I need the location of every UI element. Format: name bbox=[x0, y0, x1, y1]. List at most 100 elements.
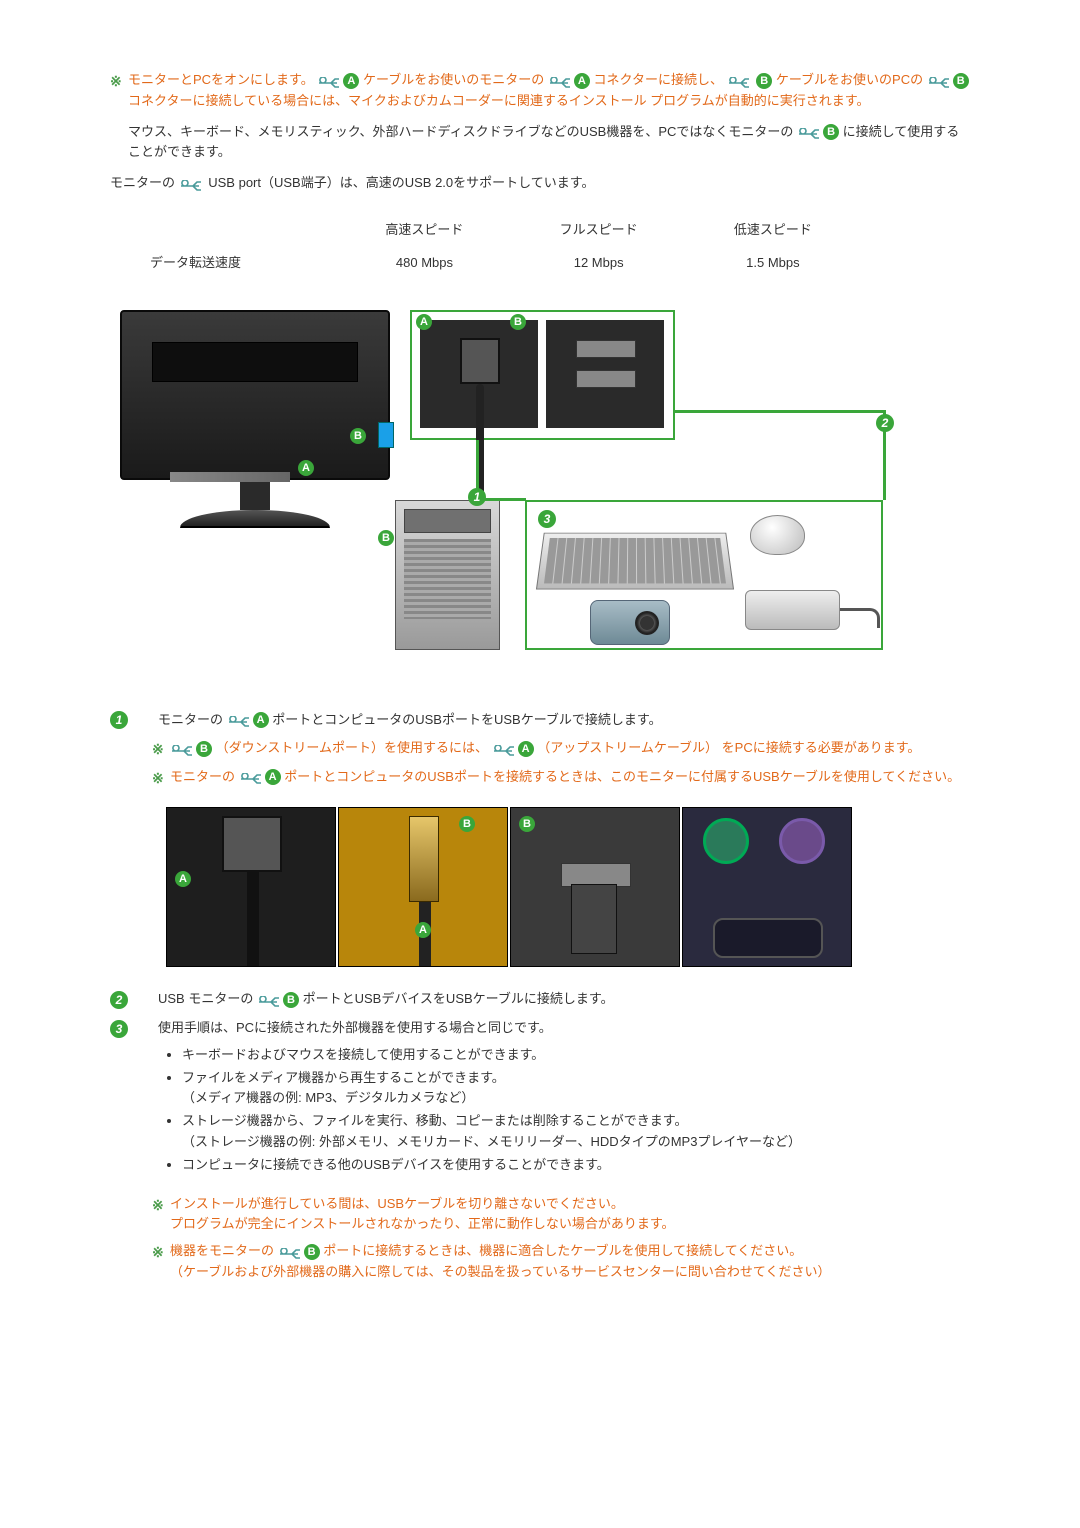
footer-note-1: ※ インストールが進行している間は、USBケーブルを切り離さないでください。 プ… bbox=[152, 1194, 970, 1236]
note-mark-icon: ※ bbox=[152, 1194, 170, 1236]
table-row: 高速スピード フルスピード 低速スピード bbox=[140, 214, 860, 247]
usb-icon bbox=[239, 771, 265, 783]
txt: ファイルをメディア機器から再生することができます。 bbox=[182, 1070, 505, 1085]
intro-note-1: ※ モニターとPCをオンにします。 A ケーブルをお使いのモニターの A コネク… bbox=[110, 70, 970, 163]
num-3-icon: 3 bbox=[110, 1020, 128, 1038]
usb-icon bbox=[170, 743, 196, 755]
txt: コネクターに接続している場合には、マイクおよびカムコーダーに関連するインストール… bbox=[128, 93, 870, 108]
usb-upstream-detail bbox=[420, 320, 538, 428]
usb-downstream-detail bbox=[546, 320, 664, 428]
txt: ポートに接続するときは、機器に適合したケーブルを使用して接続してください。 bbox=[323, 1243, 802, 1258]
txt: モニターの bbox=[170, 769, 239, 784]
td: データ転送速度 bbox=[140, 247, 337, 280]
photo-strip: A B A B bbox=[166, 807, 970, 967]
txt: ストレージ機器から、ファイルを実行、移動、コピーまたは削除することができます。 bbox=[182, 1113, 687, 1128]
txt: モニターとPCをオンにします。 bbox=[128, 72, 317, 87]
txt: （アップストリームケーブル） をPCに接続する必要があります。 bbox=[537, 740, 920, 755]
th: 高速スピード bbox=[337, 214, 511, 247]
txt: （ストレージ機器の例: 外部メモリ、メモリカード、メモリリーダー、HDDタイプの… bbox=[182, 1134, 801, 1149]
badge-b-icon: B bbox=[378, 530, 394, 546]
txt: インストールが進行している間は、USBケーブルを切り離さないでください。 bbox=[170, 1194, 970, 1215]
th: フルスピード bbox=[512, 214, 686, 247]
monitor-illustration: B A bbox=[120, 310, 390, 535]
badge-b-icon: B bbox=[519, 816, 535, 832]
txt: （メディア機器の例: MP3、デジタルカメラなど） bbox=[182, 1090, 474, 1105]
txt: ケーブルをお使いのモニターの bbox=[363, 72, 548, 87]
badge-b-icon: B bbox=[196, 741, 212, 757]
list-item: コンピュータに接続できる他のUSBデバイスを使用することができます。 bbox=[182, 1155, 970, 1176]
badge-b-icon: B bbox=[283, 992, 299, 1008]
note-mark-icon: ※ bbox=[152, 1241, 170, 1283]
photo-2: B A bbox=[338, 807, 508, 967]
usb-icon bbox=[317, 75, 343, 87]
step-3: 3 使用手順は、PCに接続された外部機器を使用する場合と同じです。 キーボードお… bbox=[110, 1018, 970, 1186]
footer-note-2: ※ 機器をモニターの B ポートに接続するときは、機器に適合したケーブルを使用し… bbox=[152, 1241, 970, 1283]
note-mark-icon: ※ bbox=[152, 738, 170, 760]
step-3-bullet-list: キーボードおよびマウスを接続して使用することができます。 ファイルをメディア機器… bbox=[182, 1045, 970, 1176]
txt: モニターの bbox=[110, 175, 179, 190]
num-2-icon: 2 bbox=[876, 414, 894, 432]
td: 480 Mbps bbox=[337, 247, 511, 280]
usb-icon bbox=[797, 126, 823, 138]
badge-a-icon: A bbox=[265, 769, 281, 785]
table-row: データ転送速度 480 Mbps 12 Mbps 1.5 Mbps bbox=[140, 247, 860, 280]
badge-b-icon: B bbox=[510, 314, 526, 330]
badge-a-icon: A bbox=[574, 73, 590, 89]
cable-illustration bbox=[840, 608, 880, 628]
txt: （ダウンストリームポート）を使用するには、 bbox=[216, 740, 492, 755]
badge-b-icon: B bbox=[304, 1244, 320, 1260]
badge-a-icon: A bbox=[343, 73, 359, 89]
txt: プログラムが完全にインストールされなかったり、正常に動作しない場合があります。 bbox=[170, 1214, 970, 1235]
note-mark-icon: ※ bbox=[152, 767, 170, 789]
diagram-line bbox=[675, 410, 885, 413]
usb-icon bbox=[278, 1246, 304, 1258]
usb-icon bbox=[227, 714, 253, 726]
mouse-illustration bbox=[750, 515, 805, 555]
txt: （ケーブルおよび外部機器の購入に際しては、その製品を扱っているサービスセンターに… bbox=[170, 1264, 831, 1279]
usb-icon bbox=[179, 178, 205, 190]
txt: ポートとコンピュータのUSBポートを接続するときは、このモニターに付属するUSB… bbox=[284, 769, 960, 784]
list-item: キーボードおよびマウスを接続して使用することができます。 bbox=[182, 1045, 970, 1066]
txt: ポートとUSBデバイスをUSBケーブルに接続します。 bbox=[303, 991, 614, 1006]
pc-tower-illustration bbox=[395, 500, 500, 650]
connection-diagram: B A A B B 1 2 3 bbox=[120, 310, 890, 650]
badge-b-icon: B bbox=[823, 124, 839, 140]
camera-illustration bbox=[590, 600, 670, 645]
usb-icon bbox=[548, 75, 574, 87]
txt: USB モニターの bbox=[158, 991, 253, 1006]
th: 低速スピード bbox=[686, 214, 860, 247]
num-2-icon: 2 bbox=[110, 991, 128, 1009]
step-1-subnote-1: ※ B （ダウンストリームポート）を使用するには、 A （アップストリームケーブ… bbox=[152, 738, 970, 760]
badge-a-icon: A bbox=[416, 314, 432, 330]
badge-a-icon: A bbox=[175, 871, 191, 887]
usb-hub-illustration bbox=[745, 590, 840, 630]
th bbox=[140, 214, 337, 247]
photo-3: B bbox=[510, 807, 680, 967]
badge-b-icon: B bbox=[350, 428, 366, 444]
list-item: ストレージ機器から、ファイルを実行、移動、コピーまたは削除することができます。 （… bbox=[182, 1111, 970, 1153]
photo-1: A bbox=[166, 807, 336, 967]
badge-b-icon: B bbox=[756, 73, 772, 89]
badge-a-icon: A bbox=[298, 460, 314, 476]
txt: USB port（USB端子）は、高速のUSB 2.0をサポートしています。 bbox=[208, 175, 594, 190]
badge-a-icon: A bbox=[518, 741, 534, 757]
usb-icon bbox=[492, 743, 518, 755]
badge-b-icon: B bbox=[953, 73, 969, 89]
photo-4 bbox=[682, 807, 852, 967]
td: 12 Mbps bbox=[512, 247, 686, 280]
usb-speed-table: 高速スピード フルスピード 低速スピード データ転送速度 480 Mbps 12… bbox=[140, 214, 860, 280]
txt: コネクターに接続し、 bbox=[593, 72, 726, 87]
usb-icon bbox=[257, 994, 283, 1006]
step-2: 2 USB モニターの B ポートとUSBデバイスをUSBケーブルに接続します。 bbox=[110, 989, 970, 1010]
usb-icon bbox=[927, 75, 953, 87]
intro-line-3: モニターの USB port（USB端子）は、高速のUSB 2.0をサポートして… bbox=[110, 173, 970, 194]
step-1-subnote-2: ※ モニターの A ポートとコンピュータのUSBポートを接続するときは、このモニ… bbox=[152, 767, 970, 789]
note-mark-icon: ※ bbox=[110, 70, 128, 163]
badge-a-icon: A bbox=[253, 712, 269, 728]
num-3-icon: 3 bbox=[538, 510, 556, 528]
txt: 使用手順は、PCに接続された外部機器を使用する場合と同じです。 bbox=[158, 1018, 970, 1039]
td: 1.5 Mbps bbox=[686, 247, 860, 280]
txt: モニターの bbox=[158, 712, 227, 727]
num-1-icon: 1 bbox=[468, 488, 486, 506]
intro-note-1-body: モニターとPCをオンにします。 A ケーブルをお使いのモニターの A コネクター… bbox=[128, 70, 970, 163]
